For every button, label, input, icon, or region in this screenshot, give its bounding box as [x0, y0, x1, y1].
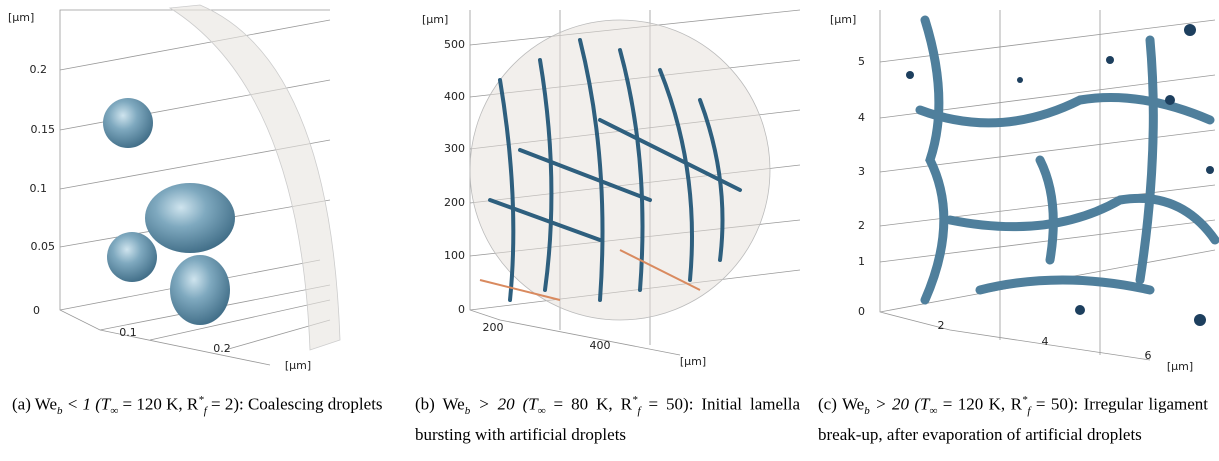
caption-text: > 20 (T — [470, 394, 538, 414]
y-tick-label: 1 — [858, 255, 865, 268]
caption-text: > 20 (T — [869, 394, 930, 414]
caption: (a) Web < 1 (T∞ = 120 K, R*f = 2): Coale… — [12, 388, 397, 423]
y-tick-label: 4 — [858, 111, 865, 124]
caption-text: * — [1021, 394, 1028, 406]
caption-text: f — [1027, 405, 1031, 418]
y-unit: [µm] — [830, 13, 856, 26]
x-unit: [µm] — [680, 355, 706, 368]
y-unit: [µm] — [8, 11, 34, 24]
y-tick-label: 100 — [444, 249, 465, 262]
caption: (b) Web > 20 (T∞ = 80 K, R*f = 50): Init… — [415, 388, 800, 447]
y-tick-label: 0 — [33, 304, 40, 317]
x-tick-label: 200 — [483, 321, 504, 334]
caption-text: = 50): Irregular ligament break-up, afte… — [818, 394, 1208, 445]
x-unit: [µm] — [285, 359, 311, 372]
panel-a-axes: [µm] 0 0.05 0.1 0.15 0.2 0.1 0.2 [µm] — [8, 11, 311, 372]
x-unit: [µm] — [1167, 360, 1193, 373]
x-tick-label: 0.2 — [213, 342, 231, 355]
y-tick-label: 0.2 — [30, 63, 48, 76]
panel-c-axes: [µm] 0 1 2 3 4 5 2 4 6 [µm] — [830, 13, 1193, 373]
x-tick-label: 0.1 — [119, 326, 137, 339]
y-tick-label: 5 — [858, 55, 865, 68]
caption-text: * — [198, 394, 204, 406]
caption-text: ∞ — [929, 405, 938, 418]
x-tick-label: 400 — [590, 339, 611, 352]
caption-text: (b) We — [415, 394, 465, 414]
caption-text: b — [864, 405, 870, 418]
y-unit: [µm] — [422, 13, 448, 26]
caption: (c) Web > 20 (T∞ = 120 K, R*f = 50): Irr… — [818, 388, 1208, 447]
x-tick-label: 6 — [1145, 349, 1152, 362]
figure: [µm] 0 0.05 0.1 0.15 0.2 0.1 0.2 [µm] [µ… — [8, 4, 1219, 373]
y-tick-label: 300 — [444, 142, 465, 155]
y-tick-label: 0.15 — [31, 123, 56, 136]
caption-text: f — [637, 405, 641, 418]
panel-a-render — [59, 4, 341, 366]
panel-b-axes: [µm] 0 100 200 300 400 500 200 400 [µm] — [422, 13, 706, 368]
caption-text: (a) We — [12, 394, 58, 414]
panel-b-render — [469, 9, 801, 356]
caption-text: < 1 (T — [62, 394, 111, 414]
caption-text: * — [631, 394, 638, 406]
caption-text: = 2): Coalescing droplets — [206, 394, 383, 414]
caption-text: (c) We — [818, 394, 865, 414]
caption-text: ∞ — [537, 405, 546, 418]
caption-text: = 120 K, R — [937, 394, 1022, 414]
y-tick-label: 0 — [858, 305, 865, 318]
y-tick-label: 400 — [444, 90, 465, 103]
caption-text: = 120 K, R — [118, 394, 199, 414]
y-tick-label: 3 — [858, 165, 865, 178]
y-tick-label: 2 — [858, 219, 865, 232]
y-tick-label: 200 — [444, 196, 465, 209]
caption-text: f — [203, 405, 207, 418]
caption-text: b — [464, 405, 471, 418]
caption-text: b — [57, 405, 63, 418]
x-tick-label: 2 — [938, 319, 945, 332]
caption-text: = 80 K, R — [545, 394, 632, 414]
caption-text: ∞ — [110, 405, 119, 418]
panel-c-render — [879, 10, 1219, 361]
y-tick-label: 0.05 — [31, 240, 56, 253]
y-tick-label: 0 — [458, 303, 465, 316]
caption-text: = 50): Initial lamella bursting with art… — [415, 394, 800, 445]
y-tick-label: 0.1 — [30, 182, 48, 195]
x-tick-label: 4 — [1042, 335, 1049, 348]
y-tick-label: 500 — [444, 38, 465, 51]
